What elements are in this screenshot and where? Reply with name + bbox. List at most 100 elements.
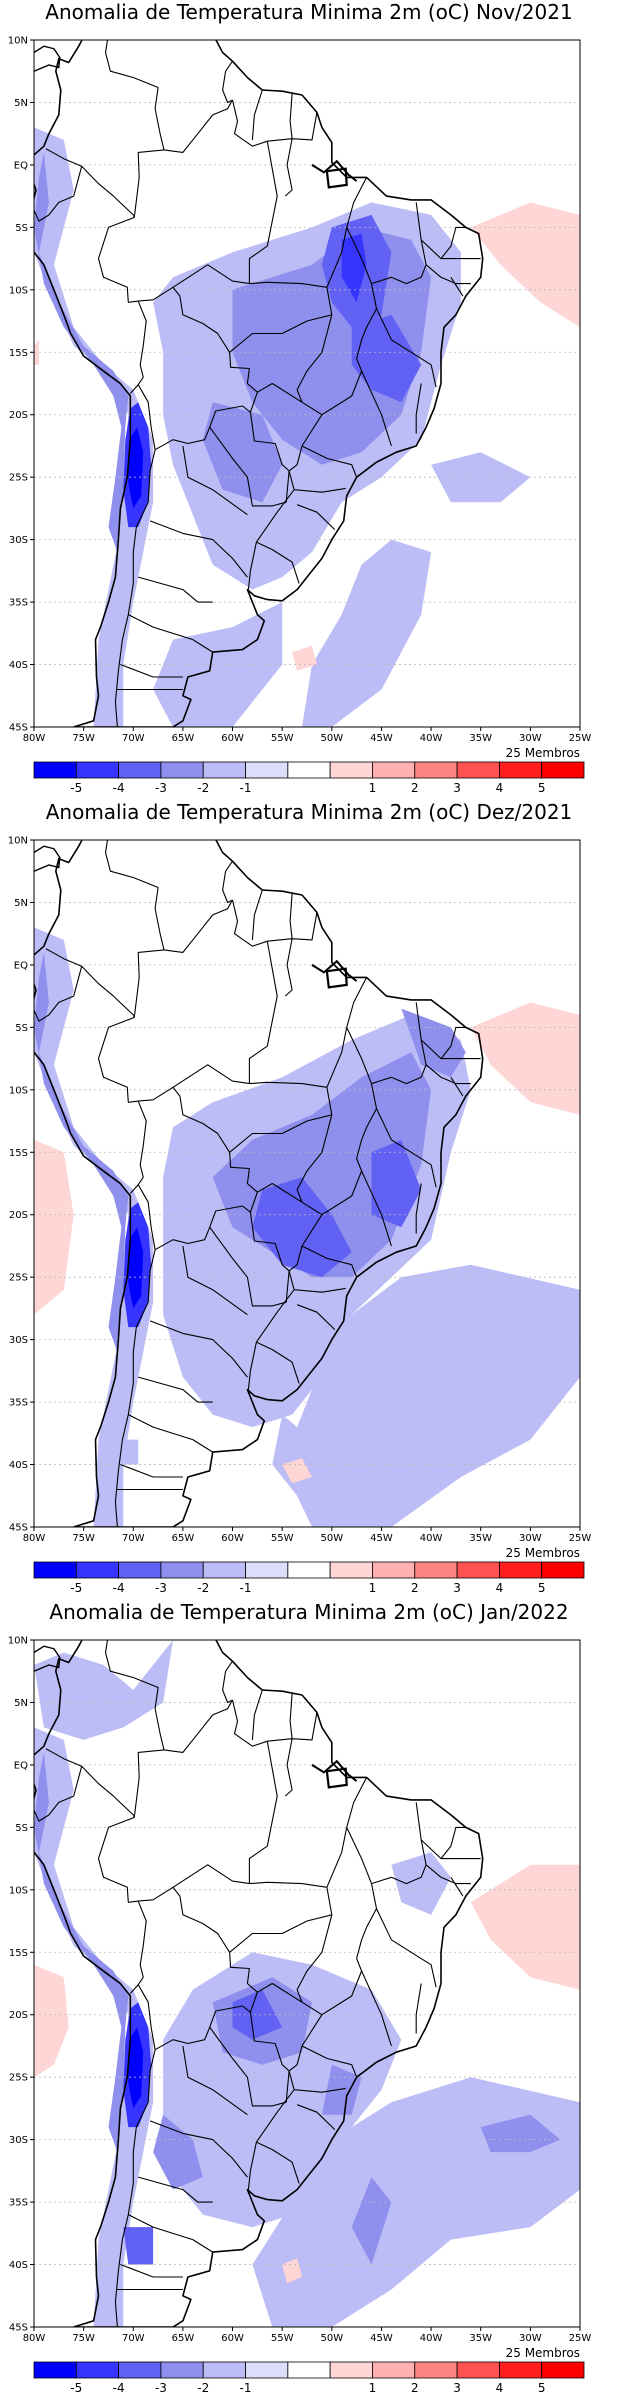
colorbar-swatch (33, 761, 77, 779)
colorbar-swatch (245, 2361, 289, 2379)
lat-tick-label: 30S (9, 2135, 28, 2146)
colorbar-label: 2 (411, 781, 419, 795)
colorbar-label: -5 (70, 1581, 82, 1595)
island (325, 167, 348, 189)
lat-tick-label: 20S (9, 1210, 28, 1221)
border-line (301, 1245, 358, 1278)
border-line (361, 1170, 392, 1247)
lat-tick-label: 30S (9, 535, 28, 546)
colorbar: -5 -4 -3 -2 -1 1 2 3 4 5 (33, 761, 585, 795)
lon-tick-label: 70W (122, 1533, 145, 1544)
lon-tick-label: 35W (469, 1533, 492, 1544)
island (325, 1767, 348, 1789)
lon-tick-label: 30W (519, 2333, 542, 2344)
colorbar-label: 5 (538, 2381, 546, 2395)
members-label: 25 Membros (506, 746, 580, 760)
coastline (34, 45, 61, 72)
border-line (361, 370, 392, 447)
border-line (97, 1816, 139, 1903)
colorbar-swatch (75, 2361, 120, 2379)
border-line (138, 2176, 213, 2203)
lon-tick-label: 25W (569, 1533, 592, 1544)
border-line (284, 1738, 293, 1797)
border-line (137, 384, 156, 450)
border-line (149, 1320, 248, 1378)
colorbar-label: -3 (155, 2381, 167, 2395)
border-line (34, 166, 83, 222)
colorbar-swatch (414, 2361, 458, 2379)
island (325, 967, 348, 989)
colorbar-label: 1 (369, 2381, 377, 2395)
lon-tick-label: 40W (420, 1533, 443, 1544)
colorbar-swatch (33, 1561, 77, 1579)
lat-tick-label: 35S (9, 598, 28, 609)
border-line (45, 1748, 135, 1818)
lat-tick-label: 45S (9, 2323, 28, 2334)
coastline (34, 840, 484, 1527)
colorbar-label: -4 (113, 2381, 125, 2395)
border-line (231, 1699, 318, 1747)
lon-tick-label: 55W (271, 733, 294, 744)
lat-tick-label: 40S (9, 660, 28, 671)
border-line (450, 1077, 464, 1097)
colorbar-swatch (541, 2361, 585, 2379)
colorbar-swatch (372, 1561, 416, 1579)
border-line (247, 541, 257, 590)
lon-tick-label: 80W (23, 733, 46, 744)
colorbar-swatch (329, 761, 373, 779)
border-line (154, 1192, 258, 1251)
map-panel-nov: Anomalia de Temperatura Minima 2m (oC) N… (0, 0, 618, 800)
anomaly-region (34, 1964, 69, 2078)
colorbar-swatch (498, 761, 543, 779)
lon-tick-label: 50W (321, 733, 344, 744)
lat-tick-label: EQ (14, 160, 28, 171)
border-line (248, 141, 278, 284)
border-line (420, 1839, 481, 1860)
border-line (296, 2104, 336, 2130)
grid (34, 102, 580, 665)
lon-tick-label: 80W (23, 1533, 46, 1544)
border-line (209, 426, 290, 507)
border-line (229, 1114, 332, 1153)
colorbar-label: 3 (453, 1581, 461, 1595)
border-line (133, 1749, 165, 1818)
lon-tick-label: 40W (420, 733, 443, 744)
anomaly-region (480, 2114, 561, 2153)
border-line (376, 1908, 437, 1988)
colorbar-label: 2 (411, 1581, 419, 1595)
border-line (289, 93, 293, 139)
border-line (415, 1983, 422, 2034)
border-line (231, 99, 318, 147)
colorbar-label: 3 (453, 2381, 461, 2395)
anomaly-region (351, 314, 422, 403)
grid (34, 1702, 580, 2265)
colorbar: -5 -4 -3 -2 -1 1 2 3 4 5 (33, 1561, 585, 1595)
border-line (154, 1992, 258, 2051)
border-line (163, 99, 233, 153)
coastline (311, 159, 358, 182)
border-line (97, 1016, 139, 1103)
border-line (149, 520, 248, 578)
anomaly-region (34, 952, 129, 1353)
lat-tick-label: 5S (15, 223, 28, 234)
border-line (294, 2087, 346, 2093)
colorbar-label: 2 (411, 2381, 419, 2395)
colorbar-label: -3 (155, 1581, 167, 1595)
grid (34, 902, 580, 1465)
lon-tick-label: 50W (321, 2333, 344, 2344)
lat-tick-label: 5S (15, 1823, 28, 1834)
anomaly-region (34, 1752, 129, 2153)
border-line (129, 1900, 147, 1994)
border-line (450, 277, 464, 297)
border-line (249, 1212, 290, 1272)
colorbar-label: 1 (369, 1581, 377, 1595)
colorbar-label: -5 (70, 2381, 82, 2395)
anomaly-region (153, 602, 283, 727)
colorbar-label: -1 (240, 2381, 252, 2395)
border-line (256, 2141, 300, 2184)
colorbar-swatch (287, 1561, 331, 1579)
panel-title: Anomalia de Temperatura Minima 2m (oC) N… (45, 0, 573, 24)
border-line (163, 899, 233, 953)
anomaly-region (34, 1139, 74, 1315)
